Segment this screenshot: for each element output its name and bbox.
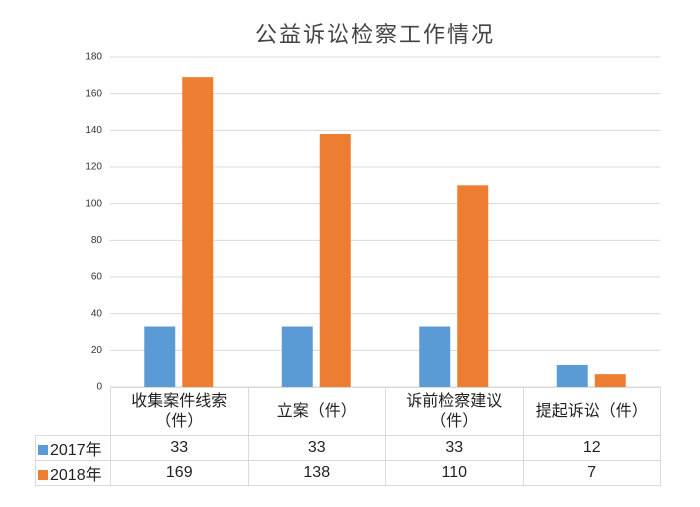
category-label: 诉前检察建议（件） [385,387,524,436]
y-tick-label: 60 [91,272,103,283]
table-value: 138 [247,460,386,486]
bar [144,326,176,387]
legend-swatch [38,445,48,455]
corner-cell [35,387,111,436]
table-value: 169 [110,460,249,486]
bar [457,185,489,387]
y-tick-label: 180 [85,52,102,63]
y-tick-label: 80 [91,235,103,246]
y-tick-label: 20 [91,345,103,356]
legend-cell: 2017年 [35,435,111,461]
table-value: 33 [110,435,249,461]
chart-title: 公益诉讼检察工作情况 [255,22,495,47]
bar [319,134,351,387]
category-label: 立案（件） [247,387,386,436]
y-tick-label: 40 [91,308,103,319]
legend-label: 2018年 [50,467,102,484]
legend-swatch [38,470,48,480]
y-tick-label: 160 [85,88,102,99]
table-value: 110 [385,460,524,486]
table-value: 12 [522,435,661,461]
legend-label: 2017年 [50,442,102,459]
bar [182,77,214,388]
bar [594,374,626,387]
category-label: 收集案件线索（件） [110,387,249,436]
table-value: 33 [385,435,524,461]
y-tick-label: 100 [85,198,102,209]
bar [419,326,451,387]
y-tick-label: 140 [85,125,102,136]
y-tick-label: 0 [96,382,102,393]
bar [556,365,588,387]
table-value: 33 [247,435,386,461]
legend-cell: 2018年 [35,460,111,486]
table-value: 7 [522,460,661,486]
data-table: 收集案件线索（件） 立案（件） 诉前检察建议（件） 提起诉讼（件） 2017年 33 33… [35,387,661,486]
category-label: 提起诉讼（件） [522,387,661,436]
y-tick-label: 120 [85,162,102,173]
bar [281,326,313,387]
